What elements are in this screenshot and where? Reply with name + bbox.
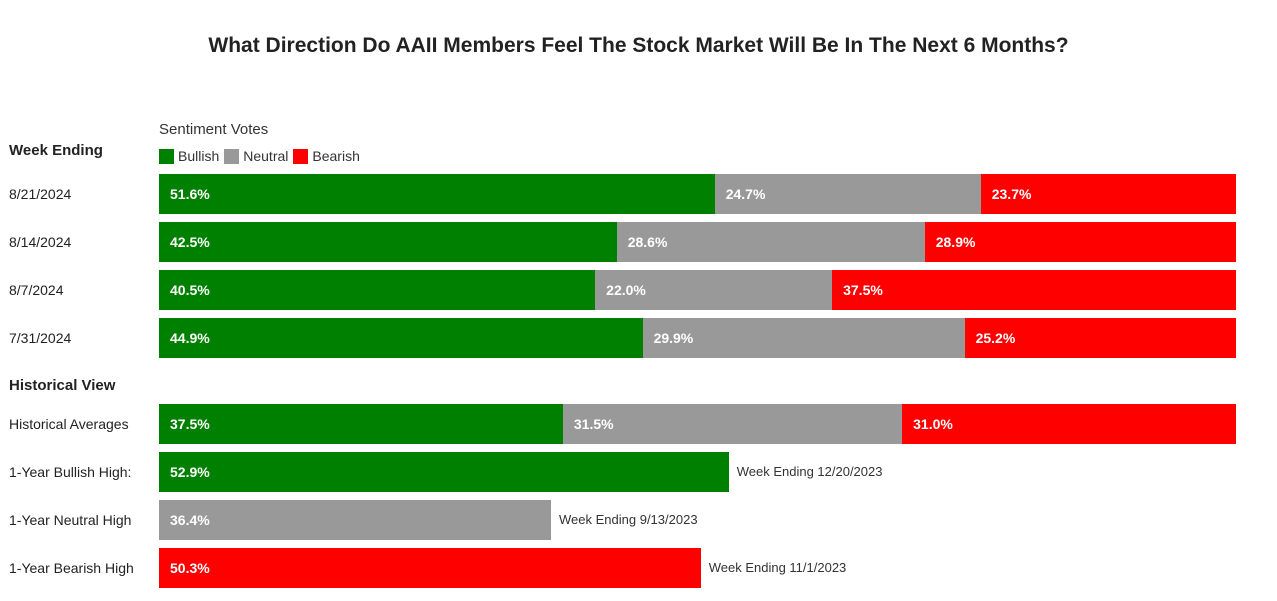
legend-item-neutral: Neutral — [224, 148, 288, 164]
legend-label-bearish: Bearish — [312, 148, 360, 164]
week-row-4-neutral-segment: 29.9% — [642, 318, 965, 358]
week-row-1-bar: 51.6% 24.7% 23.7% — [159, 174, 1236, 214]
section-historical-view: Historical View — [9, 377, 116, 394]
week-row-4-bearish-segment: 25.2% — [964, 318, 1236, 358]
high-neutral-label: 1-Year Neutral High — [9, 512, 132, 528]
week-row-1-bearish-segment: 23.7% — [980, 174, 1236, 214]
historical-averages-bullish-segment: 37.5% — [159, 404, 563, 444]
week-row-4-bar: 44.9% 29.9% 25.2% — [159, 318, 1236, 358]
legend-item-bearish: Bearish — [293, 148, 360, 164]
chart-title: What Direction Do AAII Members Feel The … — [208, 34, 1069, 57]
week-row-1-label: 8/21/2024 — [9, 186, 72, 202]
historical-averages-bar: 37.5% 31.5% 31.0% — [159, 404, 1236, 444]
high-neutral-bar: 36.4% — [159, 500, 552, 540]
week-row-3-neutral-segment: 22.0% — [595, 270, 833, 310]
week-row-2-bearish-segment: 28.9% — [924, 222, 1236, 262]
high-bullish-bar: 52.9% — [159, 452, 729, 492]
historical-averages-label: Historical Averages — [9, 416, 129, 432]
legend-item-bullish: Bullish — [159, 148, 219, 164]
week-row-2-label: 8/14/2024 — [9, 234, 72, 250]
legend-title: Sentiment Votes — [159, 121, 269, 138]
historical-averages-neutral-segment: 31.5% — [562, 404, 903, 444]
legend-label-neutral: Neutral — [243, 148, 289, 164]
high-bearish-note: Week Ending 11/1/2023 — [708, 560, 847, 575]
legend-swatch-bearish — [293, 148, 309, 164]
week-row-1-neutral-segment: 24.7% — [714, 174, 981, 214]
week-row-2-neutral-segment: 28.6% — [616, 222, 925, 262]
high-neutral-segment: 36.4% — [159, 500, 552, 540]
legend-label-bullish: Bullish — [178, 148, 220, 164]
high-bullish-label: 1-Year Bullish High: — [9, 464, 132, 480]
high-bullish-segment: 52.9% — [159, 452, 729, 492]
high-bearish-segment: 50.3% — [159, 548, 701, 588]
week-row-3-label: 8/7/2024 — [9, 282, 64, 298]
week-row-4-label: 7/31/2024 — [9, 330, 72, 346]
high-bearish-label: 1-Year Bearish High — [9, 560, 134, 576]
historical-averages-bearish-segment: 31.0% — [902, 404, 1236, 444]
legend: Bullish Neutral Bearish — [159, 148, 365, 164]
week-row-4-bullish-segment: 44.9% — [159, 318, 643, 358]
high-bullish-note: Week Ending 12/20/2023 — [736, 464, 883, 479]
legend-swatch-neutral — [224, 148, 240, 164]
week-row-1-bullish-segment: 51.6% — [159, 174, 715, 214]
week-row-3-bullish-segment: 40.5% — [159, 270, 596, 310]
high-neutral-note: Week Ending 9/13/2023 — [559, 512, 698, 527]
legend-swatch-bullish — [159, 148, 174, 164]
week-row-2-bar: 42.5% 28.6% 28.9% — [159, 222, 1236, 262]
week-row-2-bullish-segment: 42.5% — [159, 222, 617, 262]
section-week-ending: Week Ending — [9, 142, 103, 159]
high-bearish-bar: 50.3% — [159, 548, 701, 588]
week-row-3-bar: 40.5% 22.0% 37.5% — [159, 270, 1236, 310]
week-row-3-bearish-segment: 37.5% — [832, 270, 1236, 310]
